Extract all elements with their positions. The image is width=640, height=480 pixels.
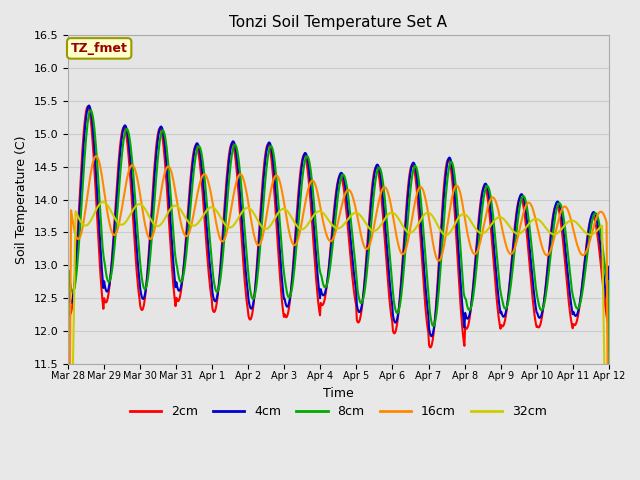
Title: Tonzi Soil Temperature Set A: Tonzi Soil Temperature Set A bbox=[229, 15, 447, 30]
X-axis label: Time: Time bbox=[323, 387, 354, 400]
Y-axis label: Soil Temperature (C): Soil Temperature (C) bbox=[15, 135, 28, 264]
Legend: 2cm, 4cm, 8cm, 16cm, 32cm: 2cm, 4cm, 8cm, 16cm, 32cm bbox=[125, 400, 552, 423]
Text: TZ_fmet: TZ_fmet bbox=[71, 42, 127, 55]
